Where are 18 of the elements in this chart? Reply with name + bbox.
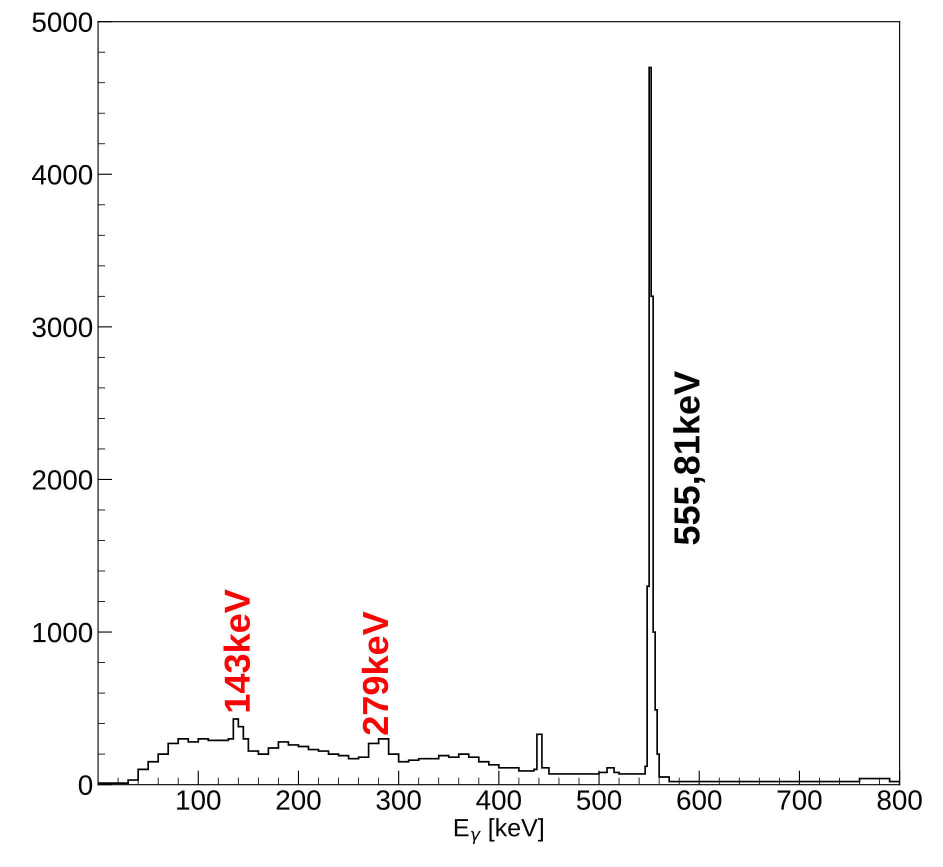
annotation: 279keV — [362, 612, 388, 735]
y-tick-label: 1000 — [34, 622, 92, 642]
x-tick-label: 100 — [177, 790, 220, 810]
annotation: 555,81keV — [673, 371, 705, 544]
x-tick-label: 500 — [576, 790, 622, 810]
y-tick-label: 5000 — [32, 12, 92, 32]
y-tick-label: 4000 — [32, 164, 92, 185]
x-tick-label: 300 — [376, 790, 421, 810]
y-tick-label: 0 — [78, 775, 92, 795]
annotation: 143keV — [224, 589, 250, 712]
x-axis-title: E$_{γ}$ [keV] — [454, 818, 543, 844]
x-tick-label: 400 — [476, 790, 521, 810]
x-tick-label: 700 — [778, 790, 822, 810]
x-tick-label: 800 — [878, 790, 922, 810]
y-tick-label: 2000 — [32, 470, 92, 490]
x-tick-label: 200 — [276, 790, 321, 810]
y-tick-label: 3000 — [32, 318, 92, 338]
x-tick-label: 600 — [677, 790, 722, 810]
